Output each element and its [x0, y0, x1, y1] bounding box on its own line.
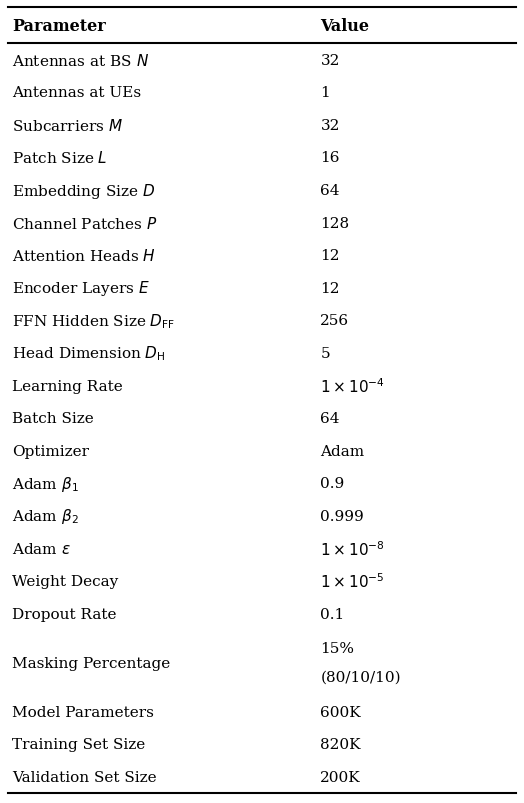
Text: Optimizer: Optimizer: [12, 444, 89, 459]
Text: Adam $\epsilon$: Adam $\epsilon$: [12, 541, 71, 556]
Text: Adam $\beta_1$: Adam $\beta_1$: [12, 475, 79, 493]
Text: Masking Percentage: Masking Percentage: [12, 656, 170, 670]
Text: Adam: Adam: [320, 444, 365, 459]
Text: Antennas at UEs: Antennas at UEs: [12, 86, 141, 100]
Text: (80/10/10): (80/10/10): [320, 671, 401, 684]
Text: 820K: 820K: [320, 737, 361, 751]
Text: Patch Size $L$: Patch Size $L$: [12, 150, 107, 166]
Text: 200K: 200K: [320, 770, 361, 784]
Text: Model Parameters: Model Parameters: [12, 705, 154, 719]
Text: 32: 32: [320, 119, 340, 132]
Text: $1 \times 10^{-8}$: $1 \times 10^{-8}$: [320, 540, 385, 558]
Text: Embedding Size $D$: Embedding Size $D$: [12, 181, 155, 200]
Text: 1: 1: [320, 86, 330, 100]
Text: 5: 5: [320, 347, 330, 361]
Text: 64: 64: [320, 412, 340, 426]
Text: $1 \times 10^{-4}$: $1 \times 10^{-4}$: [320, 377, 386, 395]
Text: Weight Decay: Weight Decay: [12, 574, 118, 589]
Text: Batch Size: Batch Size: [12, 412, 94, 426]
Text: Validation Set Size: Validation Set Size: [12, 770, 157, 784]
Text: Learning Rate: Learning Rate: [12, 379, 123, 393]
Text: Adam $\beta_2$: Adam $\beta_2$: [12, 507, 79, 526]
Text: 32: 32: [320, 54, 340, 67]
Text: FFN Hidden Size $D_{\mathrm{FF}}$: FFN Hidden Size $D_{\mathrm{FF}}$: [12, 312, 175, 330]
Text: 16: 16: [320, 151, 340, 165]
Text: 0.999: 0.999: [320, 509, 364, 524]
Text: 12: 12: [320, 249, 340, 263]
Text: Subcarriers $M$: Subcarriers $M$: [12, 118, 123, 133]
Text: Attention Heads $H$: Attention Heads $H$: [12, 248, 156, 264]
Text: $1 \times 10^{-5}$: $1 \times 10^{-5}$: [320, 572, 385, 591]
Text: 64: 64: [320, 184, 340, 198]
Text: Antennas at BS $N$: Antennas at BS $N$: [12, 52, 149, 68]
Text: 128: 128: [320, 216, 350, 230]
Text: Dropout Rate: Dropout Rate: [12, 607, 116, 621]
Text: 600K: 600K: [320, 705, 361, 719]
Text: 0.1: 0.1: [320, 607, 345, 621]
Text: Training Set Size: Training Set Size: [12, 737, 145, 751]
Text: Encoder Layers $E$: Encoder Layers $E$: [12, 279, 150, 298]
Text: Parameter: Parameter: [12, 18, 106, 35]
Text: 256: 256: [320, 314, 350, 328]
Text: 0.9: 0.9: [320, 477, 345, 491]
Text: Channel Patches $P$: Channel Patches $P$: [12, 215, 158, 231]
Text: Head Dimension $D_{\mathrm{H}}$: Head Dimension $D_{\mathrm{H}}$: [12, 344, 166, 363]
Text: 15%: 15%: [320, 642, 354, 655]
Text: 12: 12: [320, 281, 340, 296]
Text: Value: Value: [320, 18, 369, 35]
